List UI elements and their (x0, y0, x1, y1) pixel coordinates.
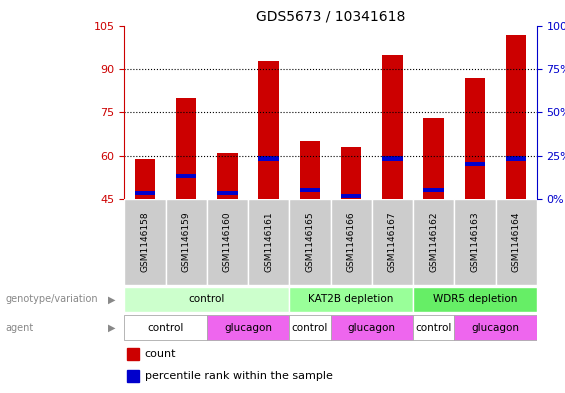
Text: ▶: ▶ (108, 294, 116, 305)
Text: control: control (189, 294, 225, 305)
Bar (289, 315, 331, 340)
Text: GSM1146159: GSM1146159 (182, 212, 190, 272)
Bar (124, 315, 207, 340)
Bar (506, 156, 527, 161)
Bar (413, 199, 454, 285)
Bar (134, 191, 155, 195)
Text: GSM1146160: GSM1146160 (223, 212, 232, 272)
Bar (258, 156, 279, 161)
Bar (299, 188, 320, 192)
Bar (341, 147, 362, 199)
Bar (423, 188, 444, 192)
Text: GSM1146166: GSM1146166 (347, 212, 355, 272)
Bar (372, 199, 413, 285)
Bar (134, 158, 155, 199)
Text: GSM1146164: GSM1146164 (512, 212, 520, 272)
Bar (464, 78, 485, 199)
Bar (127, 348, 139, 360)
Bar (124, 287, 289, 312)
Text: KAT2B depletion: KAT2B depletion (308, 294, 394, 305)
Text: agent: agent (6, 323, 34, 333)
Text: GSM1146162: GSM1146162 (429, 212, 438, 272)
Text: ▶: ▶ (108, 323, 116, 333)
Bar (464, 162, 485, 167)
Bar (413, 287, 537, 312)
Bar (217, 153, 238, 199)
Bar (217, 191, 238, 195)
Text: count: count (145, 349, 176, 359)
Bar (289, 199, 331, 285)
Bar (496, 199, 537, 285)
Text: glucagon: glucagon (224, 323, 272, 333)
Text: GSM1146165: GSM1146165 (306, 212, 314, 272)
Bar (176, 174, 197, 178)
Bar (382, 55, 403, 199)
Bar (413, 315, 454, 340)
Title: GDS5673 / 10341618: GDS5673 / 10341618 (256, 9, 405, 23)
Text: glucagon: glucagon (348, 323, 396, 333)
Bar (454, 315, 537, 340)
Bar (176, 98, 197, 199)
Bar (506, 35, 527, 199)
Text: GSM1146158: GSM1146158 (141, 212, 149, 272)
Bar (331, 315, 413, 340)
Text: control: control (292, 323, 328, 333)
Bar (299, 141, 320, 199)
Text: glucagon: glucagon (472, 323, 519, 333)
Bar (258, 61, 279, 199)
Bar (341, 194, 362, 198)
Bar (124, 199, 166, 285)
Bar (207, 199, 248, 285)
Bar (207, 315, 289, 340)
Text: WDR5 depletion: WDR5 depletion (433, 294, 517, 305)
Bar (423, 118, 444, 199)
Bar (248, 199, 289, 285)
Text: GSM1146167: GSM1146167 (388, 212, 397, 272)
Text: percentile rank within the sample: percentile rank within the sample (145, 371, 332, 381)
Text: GSM1146163: GSM1146163 (471, 212, 479, 272)
Text: control: control (415, 323, 452, 333)
Text: GSM1146161: GSM1146161 (264, 212, 273, 272)
Bar (289, 287, 413, 312)
Bar (127, 370, 139, 382)
Text: control: control (147, 323, 184, 333)
Bar (454, 199, 496, 285)
Bar (166, 199, 207, 285)
Text: genotype/variation: genotype/variation (6, 294, 98, 305)
Bar (331, 199, 372, 285)
Bar (382, 156, 403, 161)
